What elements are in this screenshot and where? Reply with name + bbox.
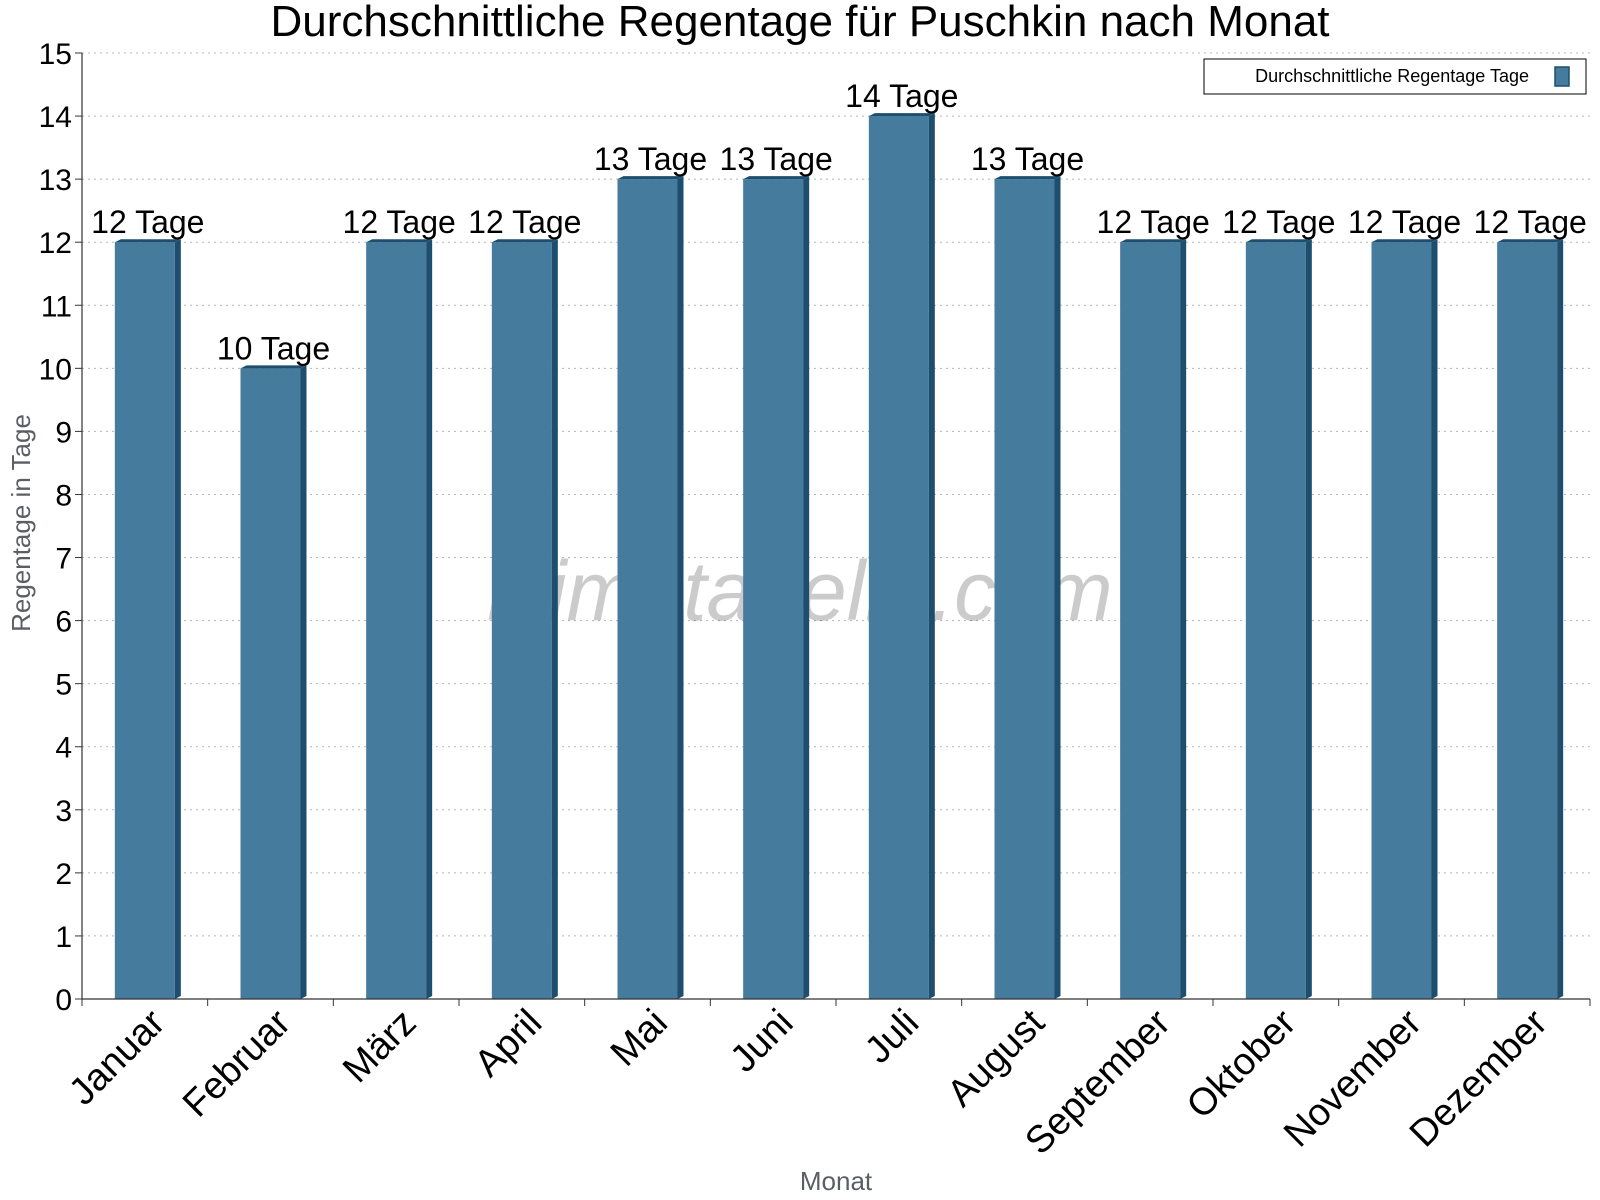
data-label: 12 Tage	[91, 204, 204, 240]
grid-lines	[82, 52, 1590, 937]
legend-box	[1203, 58, 1587, 95]
bar-top	[1371, 239, 1438, 243]
y-tick-label: 9	[55, 416, 72, 449]
y-tick-label: 7	[55, 543, 72, 576]
bar-side	[928, 113, 935, 1000]
legend: Durchschnittliche Regentage Tage	[1203, 58, 1587, 95]
bar-top	[366, 239, 433, 243]
bar-top	[868, 113, 935, 117]
data-label: 12 Tage	[343, 204, 456, 240]
bar-side	[174, 239, 181, 999]
y-tick-label: 6	[55, 606, 72, 639]
y-tick-label: 3	[55, 795, 72, 828]
y-tick-label: 11	[41, 290, 72, 323]
bar-top	[114, 239, 181, 243]
bar	[1371, 242, 1432, 999]
data-label: 12 Tage	[1348, 204, 1461, 240]
y-tick-label: 1	[55, 921, 72, 954]
bar-top	[617, 176, 684, 180]
bar	[240, 368, 301, 999]
bar	[1245, 242, 1306, 999]
chart-title: Durchschnittliche Regentage für Puschkin…	[270, 0, 1329, 46]
y-tick-label: 8	[55, 479, 72, 512]
y-tick-label: 5	[55, 669, 72, 702]
bar-top	[491, 239, 558, 243]
y-tick-label: 13	[39, 164, 72, 197]
x-tick-label: Januar	[61, 1001, 173, 1113]
y-tick-label: 10	[39, 353, 72, 386]
data-label: 13 Tage	[594, 141, 707, 177]
legend-label: Durchschnittliche Regentage Tage	[1255, 66, 1529, 86]
y-tick-label: 0	[55, 984, 72, 1017]
bar-side	[300, 365, 307, 999]
bar	[114, 242, 175, 999]
x-tick-label: Dezember	[1402, 1001, 1556, 1155]
bar	[1120, 242, 1181, 999]
x-axis-ticks: Januar Februar März April Mai Juni Juli AugustS…	[61, 999, 1591, 1163]
data-labels: 12 Tage 10 Tage 12 Tage 12 Tage 13 Tage 13 Ta…	[91, 78, 1587, 366]
bar-top	[240, 365, 307, 369]
bar	[366, 242, 427, 999]
bar-top	[1120, 239, 1187, 243]
bar-top	[743, 176, 810, 180]
y-tick-label: 12	[39, 227, 72, 260]
data-label: 14 Tage	[845, 78, 958, 114]
bar-top	[1497, 239, 1564, 243]
bar-side	[803, 176, 810, 1000]
data-label: 13 Tage	[971, 141, 1084, 177]
bar-side	[1431, 239, 1438, 999]
bar-side	[426, 239, 433, 999]
data-label: 12 Tage	[468, 204, 581, 240]
bar	[994, 179, 1055, 1000]
x-axis-title: Monat	[800, 1166, 873, 1196]
x-tick-label: August	[940, 1001, 1054, 1115]
data-label: 12 Tage	[1474, 204, 1587, 240]
data-label: 12 Tage	[1222, 204, 1335, 240]
y-tick-label: 2	[55, 858, 72, 891]
data-label: 12 Tage	[1097, 204, 1210, 240]
bars	[114, 113, 1564, 1000]
x-tick-label: April	[467, 1002, 550, 1085]
x-tick-label: März	[335, 1002, 424, 1091]
bar-side	[1557, 239, 1564, 999]
y-tick-label: 14	[39, 101, 72, 134]
bar	[1497, 242, 1558, 999]
x-tick-label: Mai	[603, 1002, 676, 1075]
bar-top	[994, 176, 1061, 180]
data-label: 13 Tage	[720, 141, 833, 177]
x-tick-label: Februar	[175, 1001, 299, 1125]
bar	[491, 242, 552, 999]
bar-top	[1245, 239, 1312, 243]
legend-swatch	[1554, 66, 1570, 87]
bar-side	[677, 176, 684, 1000]
bar-side	[1305, 239, 1312, 999]
bar-side	[1054, 176, 1061, 1000]
data-label: 10 Tage	[217, 330, 330, 366]
y-axis-title: Regentage in Tage	[6, 414, 36, 632]
x-tick-label: Juni	[723, 1002, 802, 1081]
bar	[617, 179, 678, 1000]
x-tick-label: November	[1276, 1001, 1430, 1155]
bar-side	[1180, 239, 1187, 999]
axes	[81, 53, 1590, 1000]
x-tick-label: Juli	[857, 1002, 927, 1072]
bar-side	[551, 239, 558, 999]
x-tick-label: Oktober	[1179, 1001, 1305, 1127]
bar	[868, 116, 929, 1000]
y-tick-label: 4	[55, 732, 72, 765]
bar	[743, 179, 804, 1000]
y-tick-label: 15	[39, 38, 72, 71]
